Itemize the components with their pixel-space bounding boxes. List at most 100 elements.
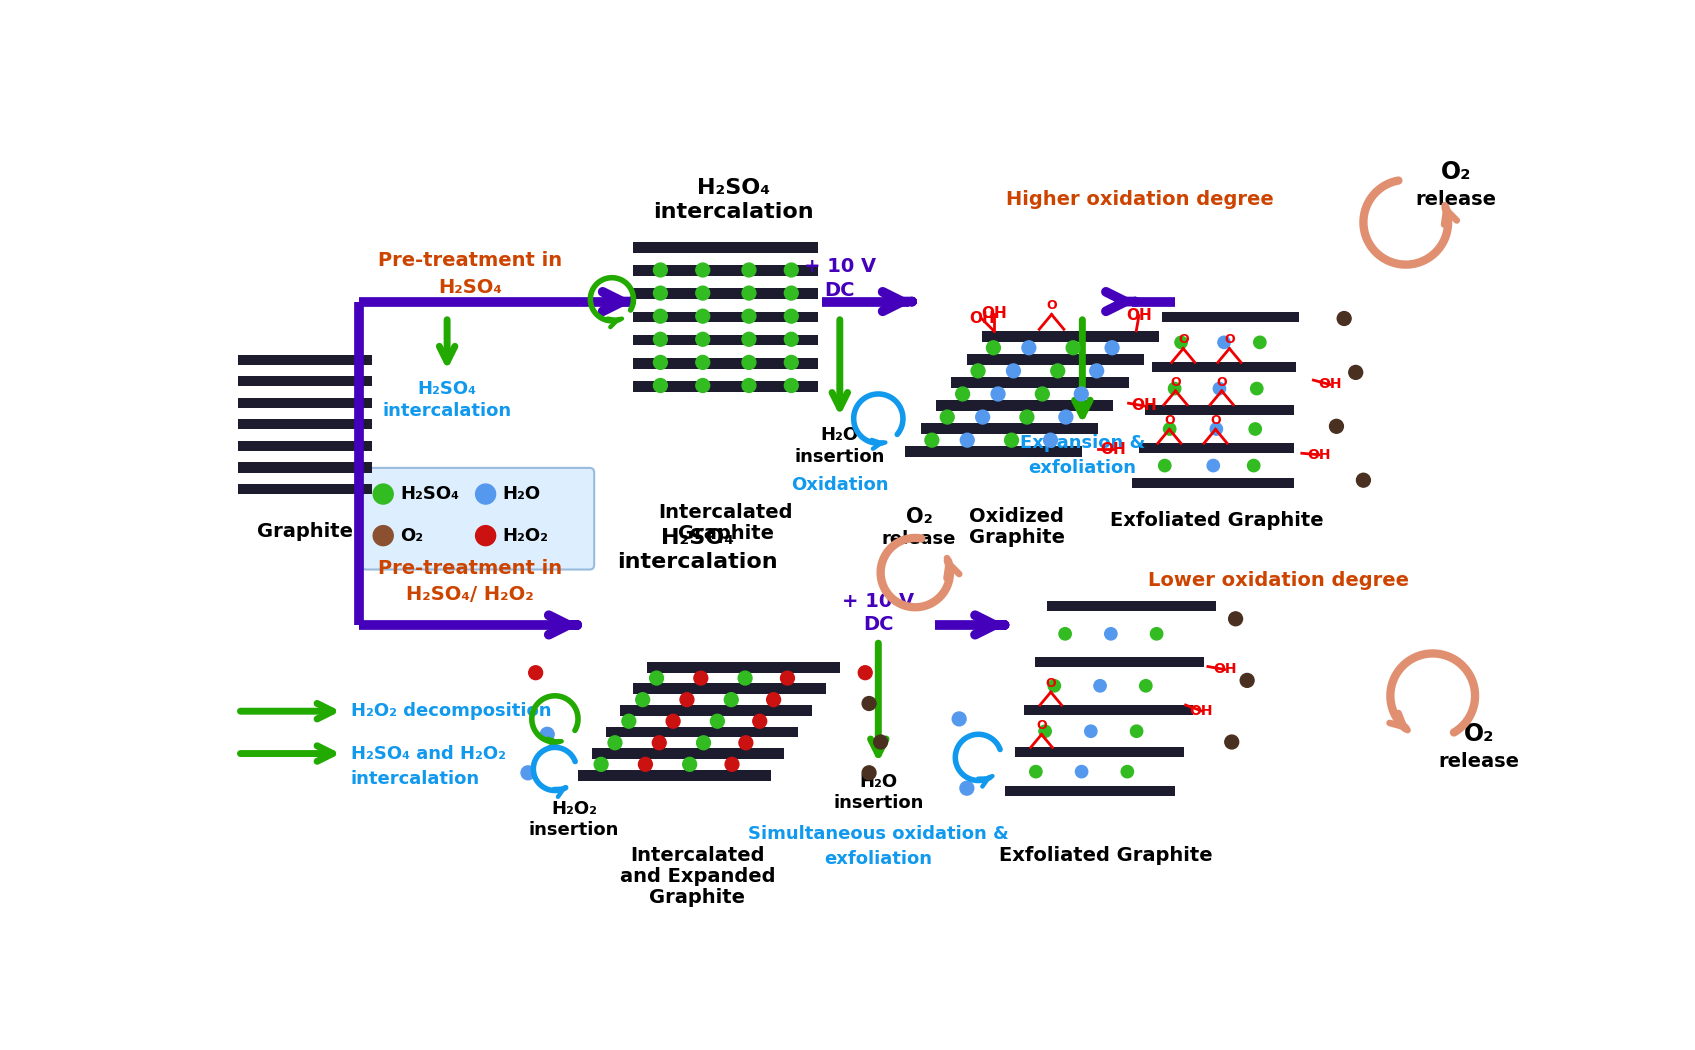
Circle shape	[1251, 382, 1263, 395]
Text: O₂: O₂	[1441, 161, 1471, 184]
Polygon shape	[620, 705, 812, 716]
Text: O₂: O₂	[905, 507, 932, 527]
Circle shape	[520, 765, 536, 780]
Circle shape	[1120, 765, 1134, 778]
Circle shape	[654, 356, 668, 370]
Polygon shape	[1034, 656, 1203, 667]
Circle shape	[1210, 423, 1222, 435]
Text: O₂: O₂	[400, 527, 424, 545]
Text: OH: OH	[1131, 398, 1156, 414]
Circle shape	[739, 736, 753, 750]
Text: H₂O: H₂O	[820, 426, 859, 444]
Polygon shape	[1153, 362, 1295, 373]
Circle shape	[697, 310, 710, 323]
Circle shape	[1105, 341, 1119, 355]
Circle shape	[953, 712, 966, 726]
Circle shape	[1207, 460, 1219, 471]
Circle shape	[697, 264, 710, 277]
Circle shape	[961, 434, 975, 447]
FancyBboxPatch shape	[237, 398, 373, 407]
Text: release: release	[1415, 190, 1497, 209]
Text: O: O	[1170, 376, 1181, 388]
Polygon shape	[1161, 312, 1298, 322]
Text: O: O	[1210, 414, 1220, 427]
Circle shape	[724, 693, 739, 707]
Circle shape	[1051, 364, 1064, 378]
Circle shape	[925, 434, 939, 447]
Text: Intercalated: Intercalated	[631, 846, 764, 865]
Circle shape	[697, 356, 710, 370]
Text: O: O	[1046, 299, 1058, 312]
Text: DC: DC	[824, 280, 854, 299]
Circle shape	[1248, 460, 1259, 471]
Text: Graphite: Graphite	[258, 522, 353, 541]
Text: H₂SO₄: H₂SO₄	[400, 485, 459, 503]
Circle shape	[785, 379, 798, 393]
Text: Graphite: Graphite	[649, 888, 746, 907]
Circle shape	[742, 379, 756, 393]
Text: + 10 V: + 10 V	[842, 592, 914, 611]
Circle shape	[595, 757, 609, 772]
Text: Expansion &: Expansion &	[1020, 434, 1146, 452]
Circle shape	[1039, 726, 1051, 737]
Circle shape	[863, 765, 876, 780]
Circle shape	[1168, 382, 1181, 395]
Circle shape	[1337, 312, 1351, 326]
Text: O: O	[1224, 333, 1234, 347]
Circle shape	[785, 264, 798, 277]
FancyBboxPatch shape	[237, 462, 373, 472]
Text: exfoliation: exfoliation	[824, 849, 932, 867]
Text: insertion: insertion	[529, 820, 619, 839]
Text: O: O	[1046, 677, 1056, 690]
Circle shape	[373, 484, 393, 504]
Circle shape	[653, 736, 666, 750]
Circle shape	[1131, 726, 1142, 737]
Text: DC: DC	[863, 615, 893, 634]
Circle shape	[1090, 364, 1103, 378]
Circle shape	[1085, 726, 1097, 737]
Circle shape	[785, 333, 798, 347]
FancyBboxPatch shape	[634, 266, 819, 276]
Circle shape	[373, 526, 393, 546]
Text: OH: OH	[981, 307, 1007, 321]
Circle shape	[959, 781, 975, 795]
Circle shape	[1159, 460, 1171, 471]
Text: O: O	[1036, 719, 1048, 732]
Circle shape	[680, 693, 693, 707]
Text: H₂SO₄: H₂SO₄	[697, 177, 770, 197]
Circle shape	[654, 333, 668, 347]
Circle shape	[1005, 434, 1019, 447]
Circle shape	[1163, 423, 1176, 435]
Circle shape	[697, 379, 710, 393]
Polygon shape	[905, 446, 1083, 457]
Circle shape	[986, 341, 1000, 355]
Circle shape	[873, 735, 888, 749]
FancyBboxPatch shape	[237, 441, 373, 450]
Text: O: O	[1164, 414, 1175, 427]
Circle shape	[971, 364, 985, 378]
Circle shape	[725, 757, 739, 772]
Text: Pre-treatment in: Pre-treatment in	[378, 560, 563, 579]
Text: H₂O₂ decomposition: H₂O₂ decomposition	[351, 702, 551, 720]
Circle shape	[739, 671, 753, 685]
Circle shape	[1151, 628, 1163, 640]
Circle shape	[1093, 679, 1107, 692]
Text: H₂O: H₂O	[859, 773, 897, 791]
FancyBboxPatch shape	[634, 289, 819, 299]
Circle shape	[666, 714, 680, 728]
Circle shape	[785, 310, 798, 323]
Circle shape	[1007, 364, 1020, 378]
Text: H₂SO₄: H₂SO₄	[417, 380, 476, 398]
Circle shape	[1229, 612, 1242, 626]
Text: insertion: insertion	[834, 795, 924, 813]
Circle shape	[476, 526, 495, 546]
Text: release: release	[881, 529, 956, 548]
Circle shape	[992, 387, 1005, 401]
Text: exfoliation: exfoliation	[1029, 459, 1136, 477]
Circle shape	[1225, 735, 1239, 749]
Text: + 10 V: + 10 V	[803, 257, 876, 276]
FancyBboxPatch shape	[634, 381, 819, 392]
Text: intercalation: intercalation	[351, 770, 480, 788]
Text: Graphite: Graphite	[678, 524, 775, 543]
FancyBboxPatch shape	[237, 419, 373, 429]
